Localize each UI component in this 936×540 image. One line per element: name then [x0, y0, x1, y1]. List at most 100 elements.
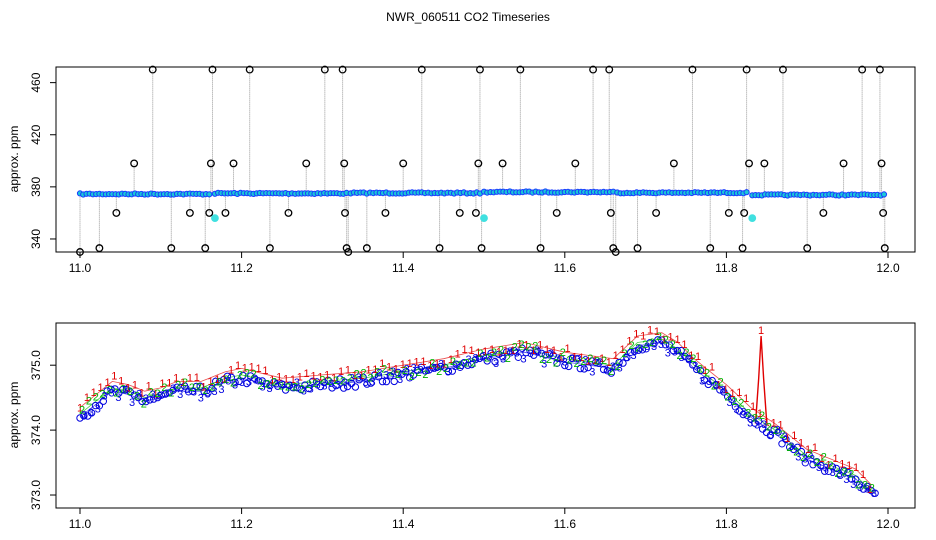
smoothed-circle-point — [724, 393, 732, 401]
raw-outlier-point — [688, 65, 697, 74]
smoothed-point-1: 1 — [352, 370, 358, 382]
smoothed-point-3: 3 — [500, 353, 506, 365]
smoothed-point-1: 1 — [173, 373, 179, 385]
smoothed-circle-point — [495, 350, 503, 358]
smoothed-point-3: 3 — [321, 381, 327, 393]
raw-x-tick-label: 11.0 — [69, 261, 92, 275]
smoothed-point-3: 3 — [376, 368, 382, 380]
smoothed-circle-point — [634, 346, 643, 354]
smoothed-point-3: 3 — [369, 377, 375, 389]
smoothed-point-3: 3 — [424, 365, 430, 377]
raw-outlier-point — [342, 244, 351, 253]
smoothed-point-3: 3 — [754, 419, 760, 431]
smoothed-point-1: 1 — [750, 401, 756, 413]
smoothed-point-2: 2 — [271, 376, 277, 388]
raw-outlier-point — [875, 65, 884, 74]
smoothed-point-1: 1 — [468, 345, 474, 357]
smoothed-point-3: 3 — [472, 353, 478, 365]
smoothed-point-1: 1 — [503, 345, 509, 357]
smoothed-x-tick-label: 11.6 — [554, 517, 577, 531]
smoothed-point-3: 3 — [218, 384, 224, 396]
smoothed-point-3: 3 — [383, 370, 389, 382]
raw-outlier-point — [609, 244, 618, 253]
smoothed-circle-point — [526, 346, 534, 354]
smoothed-circle-point — [231, 378, 239, 387]
raw-outlier-point — [779, 65, 787, 74]
smoothed-point-3: 3 — [713, 380, 719, 392]
smoothed-point-2: 2 — [361, 367, 367, 379]
smoothed-circle-point — [518, 344, 526, 352]
smoothed-y-tick-label: 374.0 — [29, 415, 43, 445]
smoothed-point-3: 3 — [740, 407, 746, 419]
smoothed-point-1: 1 — [434, 359, 440, 371]
smoothed-point-2: 2 — [216, 376, 222, 388]
raw-outlier-point — [606, 208, 615, 217]
smoothed-point-1: 1 — [668, 332, 674, 344]
smoothed-point-3: 3 — [445, 367, 451, 379]
raw-outlier-point — [435, 244, 444, 253]
smoothed-point-1: 1 — [139, 387, 145, 399]
smoothed-point-2: 2 — [148, 387, 154, 399]
smoothed-point-2: 2 — [196, 381, 202, 393]
smoothed-circle-point — [227, 373, 236, 381]
smoothed-point-1: 1 — [805, 444, 811, 456]
smoothed-point-3: 3 — [679, 352, 685, 364]
smoothed-circle-point — [223, 372, 232, 380]
smoothed-circle-point — [119, 385, 127, 394]
smoothed-point-1: 1 — [249, 361, 255, 373]
smoothed-point-3: 3 — [864, 484, 870, 496]
smoothed-circle-point — [351, 383, 360, 391]
raw-x-tick-label: 12.0 — [876, 261, 900, 275]
smoothed-circle-point — [204, 389, 212, 397]
smoothed-circle-point — [285, 381, 294, 390]
smoothed-circle-point — [440, 363, 449, 371]
smoothed-point-2: 2 — [539, 354, 545, 366]
smoothed-point-3: 3 — [555, 353, 561, 365]
raw-outlier-point — [536, 244, 545, 253]
smoothed-circle-point — [76, 414, 84, 422]
smoothed-series-line-3 — [79, 342, 873, 496]
smoothed-point-3: 3 — [507, 346, 513, 358]
smoothed-point-1: 1 — [359, 370, 365, 382]
smoothed-point-2: 2 — [649, 337, 655, 349]
smoothed-point-1: 1 — [812, 442, 818, 454]
raw-x-tick-label: 11.2 — [230, 261, 253, 275]
smoothed-circle-point — [394, 368, 402, 377]
smoothed-circle-point — [328, 384, 336, 392]
smoothed-circle-point — [537, 349, 546, 357]
smoothed-circle-point — [161, 390, 170, 398]
smoothed-point-1: 1 — [276, 372, 282, 384]
smoothed-circle-point — [541, 351, 550, 359]
raw-y-tick-label: 340 — [29, 229, 43, 249]
smoothed-circle-point — [146, 396, 154, 404]
smoothed-point-1: 1 — [709, 362, 715, 374]
smoothed-point-1: 1 — [832, 453, 838, 465]
smoothed-circle-point — [588, 357, 596, 365]
smoothed-point-2: 2 — [354, 369, 360, 381]
raw-outlier-point — [742, 65, 751, 74]
smoothed-point-3: 3 — [246, 377, 252, 389]
smoothed-point-2: 2 — [759, 410, 765, 422]
smoothed-circle-point — [766, 431, 775, 440]
smoothed-spike-label: 1 — [758, 325, 764, 337]
smoothed-point-2: 2 — [464, 358, 470, 370]
smoothed-point-2: 2 — [182, 377, 188, 389]
smoothed-circle-point — [429, 363, 437, 371]
smoothed-point-3: 3 — [871, 488, 877, 500]
smoothed-circle-point — [821, 467, 829, 475]
smoothed-circle-point — [192, 382, 201, 391]
smoothed-circle-point — [111, 385, 119, 393]
smoothed-point-2: 2 — [786, 442, 792, 454]
smoothed-point-3: 3 — [404, 363, 410, 375]
smoothed-circle-point — [797, 447, 806, 456]
smoothed-point-3: 3 — [191, 387, 197, 399]
smoothed-point-2: 2 — [704, 368, 710, 380]
smoothed-point-3: 3 — [184, 384, 190, 396]
smoothed-point-2: 2 — [780, 429, 786, 441]
smoothed-y-tick-label: 373.0 — [29, 480, 43, 510]
smoothed-circle-point — [568, 354, 577, 362]
smoothed-point-1: 1 — [201, 381, 207, 393]
raw-y-tick-label: 420 — [29, 124, 43, 144]
smoothed-point-2: 2 — [244, 368, 250, 380]
